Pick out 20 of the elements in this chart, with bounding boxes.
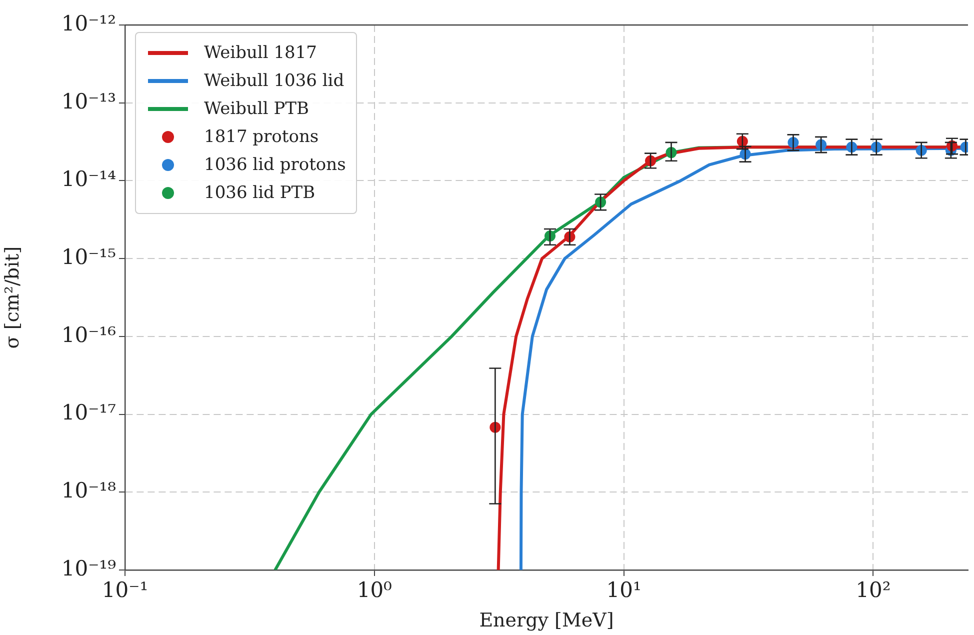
y-tick-label: 10⁻¹⁹	[61, 556, 116, 580]
y-tick-label: 10⁻¹⁸	[61, 478, 116, 503]
y-axis-title: σ [cm²/bit]	[1, 246, 24, 349]
x-tick-label: 10⁰	[356, 578, 392, 602]
x-tick-label: 10²	[856, 578, 891, 602]
y-tick-label: 10⁻¹³	[61, 89, 116, 114]
y-tick-label: 10⁻¹⁶	[61, 322, 116, 347]
y-tick-label: 10⁻¹⁵	[61, 245, 116, 270]
legend-label: 1036 lid PTB	[204, 183, 316, 203]
legend-label: Weibull 1036 lid	[204, 71, 344, 91]
y-tick-label: 10⁻¹⁴	[61, 167, 116, 192]
legend-label: 1817 protons	[204, 127, 319, 147]
x-tick-label: 10⁻¹	[102, 578, 148, 602]
y-tick-label: 10⁻¹⁷	[61, 400, 116, 425]
y-tick-label: 10⁻¹²	[61, 11, 116, 36]
legend-label: 1036 lid protons	[204, 155, 346, 175]
legend-label: Weibull PTB	[204, 99, 309, 119]
x-axis-title: Energy [MeV]	[479, 610, 614, 632]
legend-label: Weibull 1817	[204, 43, 317, 63]
x-tick-label: 10¹	[606, 578, 642, 602]
